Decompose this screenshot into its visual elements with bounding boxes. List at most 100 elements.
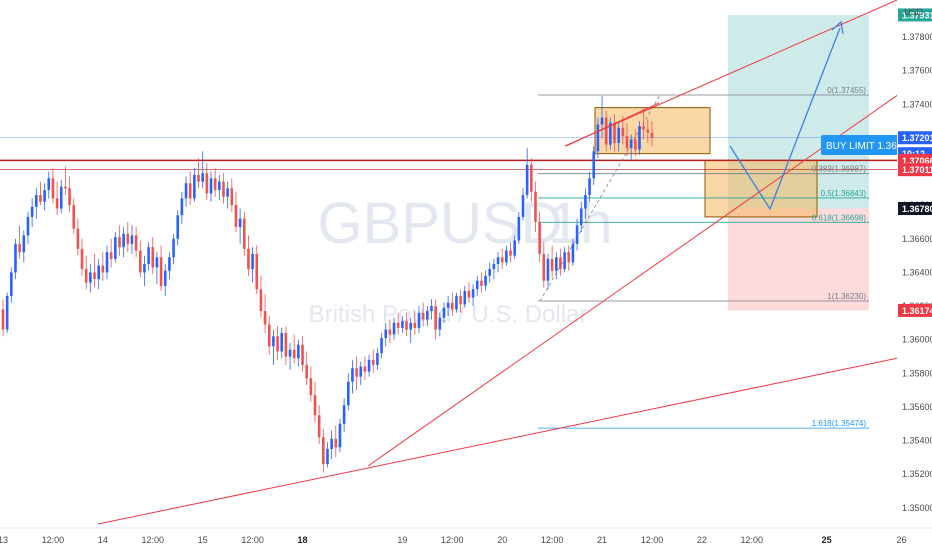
candle [230, 178, 234, 212]
long-term-support-line[interactable] [97, 350, 932, 525]
candle-body [263, 311, 267, 325]
candle-body [575, 225, 579, 244]
candle-body [201, 173, 204, 182]
candle [93, 253, 96, 288]
candle-body [492, 264, 496, 270]
candle [326, 442, 329, 468]
time-axis[interactable]: 13 12:00 14 12:00 15 12:00 18 19 12:00 20 12:00 21 1… [0, 527, 932, 550]
candle [276, 326, 279, 360]
candle-body [226, 188, 229, 197]
channel-resistance-segment[interactable] [565, 102, 660, 147]
candle [646, 119, 650, 143]
price-tag [898, 163, 932, 177]
candle-body [51, 178, 55, 199]
candle-body [5, 295, 9, 330]
candle-body [346, 381, 350, 406]
watermark-symbol: GBPUSD [318, 191, 563, 256]
candle-body [309, 378, 313, 396]
candle-body [617, 127, 620, 143]
candle-body [517, 216, 521, 241]
candle-body [297, 344, 300, 359]
candle [234, 191, 238, 233]
candle-body [276, 336, 279, 352]
candle [84, 255, 88, 290]
candle [168, 252, 171, 280]
candle-body [550, 258, 554, 271]
candle [89, 264, 92, 293]
candle-body [76, 228, 80, 249]
candle-body [114, 237, 117, 259]
price-tag [898, 8, 932, 22]
candle [600, 95, 604, 138]
candle-body [475, 280, 479, 290]
candle [242, 211, 246, 256]
candle-body [484, 275, 487, 286]
candle-body [455, 295, 458, 310]
candle [309, 366, 313, 402]
time-tick-label: 12:00 [241, 535, 264, 545]
candle-body [621, 127, 625, 137]
candle-body [530, 164, 533, 192]
candle [238, 208, 242, 244]
candle [64, 166, 67, 196]
time-tick-label: 22 [697, 535, 707, 545]
candle [521, 188, 525, 221]
candle-body [155, 257, 159, 268]
currency-label[interactable]: USD [904, 7, 924, 17]
price-tag-label: 1.36174 [902, 306, 932, 316]
candle [105, 245, 109, 280]
candle [193, 168, 196, 202]
candle-body [105, 252, 109, 273]
price-tick-label: 1.35000 [902, 503, 932, 513]
candle [401, 316, 404, 333]
candle-body [247, 248, 250, 270]
candle-body [342, 405, 346, 424]
price-tag [898, 303, 932, 317]
position-zones [594, 14, 869, 311]
candle [226, 181, 229, 209]
candle [338, 418, 342, 453]
candle-body [604, 117, 608, 145]
candle [371, 349, 375, 374]
buy-limit-order[interactable]: BUY LIMIT 1.367 [821, 135, 903, 155]
candle [571, 238, 575, 266]
candle-body [405, 321, 408, 330]
candle-body [521, 195, 525, 217]
projection-line[interactable] [729, 27, 841, 211]
price-axis[interactable]: 1.378001.376001.374001.372001.370001.368… [897, 0, 932, 550]
candle-body [18, 243, 21, 253]
candle-body [646, 129, 650, 133]
candle-body [234, 205, 238, 228]
candle [609, 117, 612, 150]
candle [122, 227, 125, 258]
candle-body [97, 265, 100, 280]
candle [542, 242, 546, 288]
candle [513, 235, 516, 259]
candle-body [193, 174, 196, 199]
buy-limit-badge[interactable] [821, 135, 903, 155]
time-tick-label: 25 [822, 535, 832, 545]
candle [251, 247, 254, 283]
candle [505, 245, 508, 266]
candle-body [251, 253, 254, 270]
candle-body [359, 366, 363, 377]
candle-body [355, 368, 358, 377]
candle-body [588, 178, 591, 196]
price-tag-label: 1.37201 [902, 133, 932, 143]
candle [534, 181, 537, 233]
fib-level-label: 0.383(1.36987) [812, 165, 867, 174]
candle [388, 319, 392, 344]
candle [188, 171, 192, 206]
candle-body [409, 322, 412, 330]
candle-body [168, 257, 171, 271]
projection-path[interactable] [729, 20, 844, 211]
candle-body [72, 205, 76, 229]
candle [363, 356, 367, 381]
candle-body [434, 306, 437, 330]
candle [197, 158, 200, 189]
candle-body [188, 183, 192, 199]
candle-body [634, 139, 637, 150]
candle [255, 245, 259, 295]
